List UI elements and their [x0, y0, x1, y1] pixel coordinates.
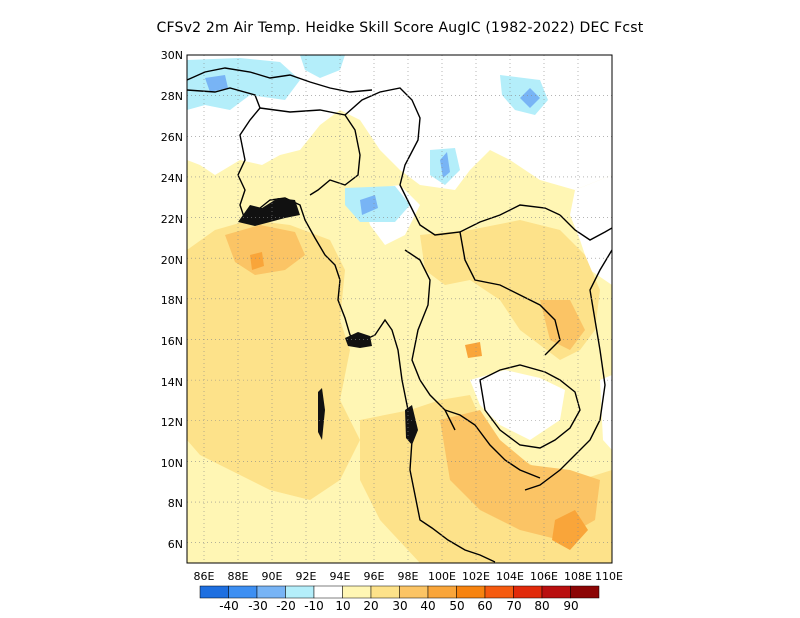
lon-tick-86e: 86E [194, 570, 215, 583]
lon-tick-108e: 108E [564, 570, 592, 583]
lon-tick-102e: 102E [462, 570, 490, 583]
lat-tick-20n: 20N [161, 254, 183, 267]
lon-tick-100e: 100E [428, 570, 456, 583]
shading-blue-core-2 [520, 88, 540, 108]
shading-40-50-3 [465, 342, 482, 358]
coastline-gulf-of-thailand [444, 409, 541, 479]
lat-tick-16n: 16N [161, 335, 183, 348]
lon-tick-98e: 98E [398, 570, 419, 583]
border-india-myanmar [344, 87, 561, 236]
coastline-bay-of-bengal [187, 87, 496, 563]
lat-tick-30n: 30N [161, 49, 183, 62]
latitude-axis: 6N 8N 10N 12N 14N 16N 18N 20N 22N 24N 26… [161, 49, 183, 551]
lon-tick-94e: 94E [330, 570, 351, 583]
shading-20-30-west [187, 220, 360, 500]
legend-swatch-10 [484, 585, 514, 599]
border-laos-vietnam [559, 214, 612, 241]
shading-blue-core-3 [360, 195, 378, 215]
shading-white-gulf [470, 370, 565, 440]
legend-swatch-13 [570, 585, 600, 599]
legend-label-10: 10 [335, 599, 350, 613]
border-myanmar-thailand [404, 249, 456, 431]
lat-tick-10n: 10N [161, 457, 183, 470]
legend-swatch-0 [199, 585, 229, 599]
legend-swatch-8 [427, 585, 457, 599]
shading-40-50-2 [250, 252, 264, 270]
legend-label-30: 30 [392, 599, 407, 613]
lat-tick-24n: 24N [161, 172, 183, 185]
color-legend [199, 585, 600, 599]
color-legend-labels: -40 -30 -20 -10 10 20 30 40 50 60 70 80 … [219, 599, 578, 613]
lat-tick-26n: 26N [161, 131, 183, 144]
legend-swatch-3 [285, 585, 315, 599]
map-plot-area [187, 55, 612, 563]
lon-tick-90e: 90E [262, 570, 283, 583]
shading-light-blue-4 [345, 186, 410, 222]
legend-label-minus20: -20 [276, 599, 296, 613]
irrawaddy-delta [345, 332, 372, 348]
andaman-islands [318, 388, 325, 440]
map-title: CFSv2 2m Air Temp. Heidke Skill Score Au… [156, 20, 644, 36]
lat-tick-28n: 28N [161, 90, 183, 103]
legend-swatch-4 [313, 585, 343, 599]
shading-white-sea2 [600, 375, 612, 450]
shading-30-40-east [540, 300, 585, 350]
shading-blue-core-1 [205, 75, 228, 92]
legend-swatch-9 [456, 585, 486, 599]
lat-tick-12n: 12N [161, 416, 183, 429]
lat-tick-18n: 18N [161, 294, 183, 307]
legend-swatch-5 [342, 585, 372, 599]
graticule-grid [187, 55, 612, 563]
legend-label-20: 20 [363, 599, 378, 613]
border-laos-thailand [459, 231, 561, 356]
shading-white-east [570, 175, 612, 285]
shading-40-50-1 [552, 510, 588, 550]
country-borders [187, 67, 612, 563]
legend-swatch-6 [370, 585, 400, 599]
shading-blue-core-4 [440, 152, 450, 178]
legend-label-70: 70 [506, 599, 521, 613]
border-bangladesh [259, 107, 361, 196]
lon-tick-106e: 106E [530, 570, 558, 583]
legend-swatch-12 [541, 585, 571, 599]
legend-label-80: 80 [534, 599, 549, 613]
lon-tick-92e: 92E [296, 570, 317, 583]
legend-swatch-11 [513, 585, 543, 599]
lat-tick-6n: 6N [168, 538, 183, 551]
lat-tick-8n: 8N [168, 497, 183, 510]
lon-tick-110e: 110E [595, 570, 623, 583]
legend-swatch-2 [256, 585, 286, 599]
legend-swatch-7 [399, 585, 429, 599]
legend-label-40: 40 [420, 599, 435, 613]
legend-label-minus10: -10 [304, 599, 324, 613]
shading-light-blue-2 [300, 55, 345, 78]
lat-tick-14n: 14N [161, 376, 183, 389]
legend-label-minus40: -40 [219, 599, 239, 613]
legend-label-90: 90 [563, 599, 578, 613]
shading-30-40-gulf [440, 410, 600, 540]
ganges-delta [238, 198, 300, 226]
coastline-vietnam [524, 249, 612, 491]
shading-30-40-north [225, 225, 305, 275]
longitude-axis: 86E 88E 90E 92E 94E 96E 98E 100E 102E 10… [194, 570, 623, 583]
lon-tick-96e: 96E [364, 570, 385, 583]
lon-tick-104e: 104E [496, 570, 524, 583]
border-himalaya [187, 67, 373, 93]
legend-swatch-1 [228, 585, 258, 599]
legend-label-60: 60 [477, 599, 492, 613]
legend-label-minus30: -30 [248, 599, 268, 613]
legend-label-50: 50 [449, 599, 464, 613]
lat-tick-22n: 22N [161, 213, 183, 226]
lon-tick-88e: 88E [228, 570, 249, 583]
map-frame [186, 54, 613, 564]
border-cambodia [479, 364, 581, 449]
